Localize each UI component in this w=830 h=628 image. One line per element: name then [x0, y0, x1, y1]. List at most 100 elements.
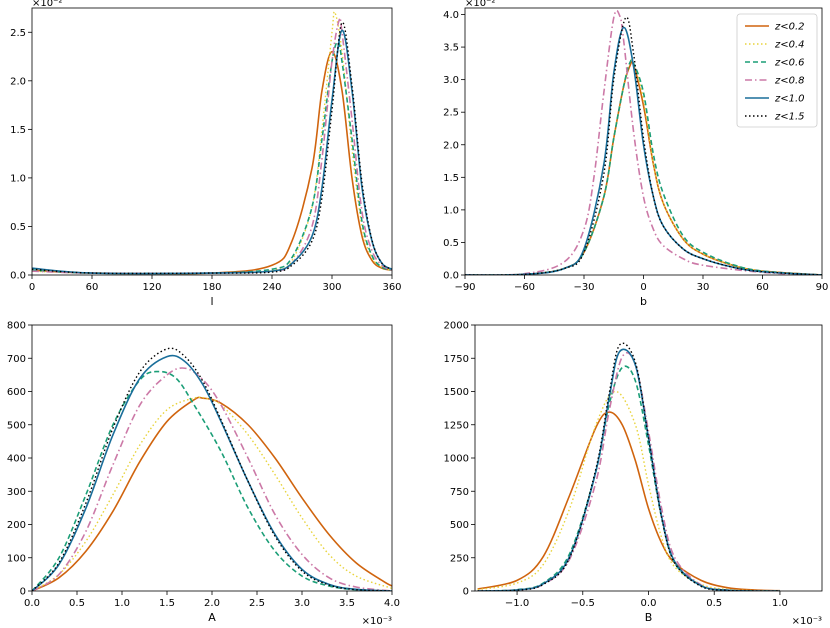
x-tick-label: 0.0: [24, 598, 40, 609]
x-tick-label: 0: [29, 282, 35, 293]
y-tick-label: 3.5: [443, 43, 459, 54]
legend-label: z<0.2: [774, 22, 805, 33]
y-tick-label: 600: [7, 387, 26, 398]
series-line-zlt0_6: [32, 41, 392, 275]
x-tick-label: −1.0: [505, 598, 529, 609]
y-tick-label: 3.0: [443, 75, 459, 86]
y-tick-label: 750: [450, 487, 469, 498]
y-tick-label: 800: [7, 321, 26, 332]
x-tick-label: 120: [142, 282, 161, 293]
x-tick-label: 60: [756, 282, 769, 293]
x-tick-label: 180: [202, 282, 221, 293]
series-group: [32, 11, 392, 275]
legend-label: z<1.0: [774, 94, 805, 105]
y-tick-label: 2000: [444, 321, 469, 332]
x-tick-label: −0.5: [571, 598, 595, 609]
x-axis-label: b: [640, 295, 647, 308]
legend-label: z<0.4: [774, 40, 805, 51]
y-offset-label: ×10⁻²: [465, 0, 495, 9]
x-axis-label: l: [210, 295, 213, 308]
y-tick-label: 0.5: [443, 238, 459, 249]
y-tick-label: 2.5: [443, 108, 459, 119]
panel-l: 0 60 120 180 240 300 360 0.0 0.5 1.0 1.5 2.0 2.5 l ×10…: [10, 0, 401, 308]
series-line-zlt0_6: [32, 370, 392, 591]
x-tick-label: 240: [262, 282, 281, 293]
series-line-zlt1_5: [32, 347, 392, 591]
y-tick-label: 0: [463, 587, 469, 598]
legend-label: z<1.5: [774, 112, 805, 123]
x-tick-label: 2.5: [249, 598, 265, 609]
y-tick-label: 700: [7, 354, 26, 365]
series-group: [32, 347, 392, 591]
series-line-zlt0_2: [32, 50, 392, 275]
y-tick-label: 500: [450, 520, 469, 531]
y-tick-label: 0.0: [443, 271, 459, 282]
y-tick-label: 1500: [444, 387, 469, 398]
series-line-zlt0_8: [32, 367, 392, 591]
y-tick-label: 2.0: [443, 140, 459, 151]
series-line-zlt0_8: [465, 9, 822, 275]
series-line-zlt1_0: [32, 354, 392, 591]
x-tick-label: 360: [382, 282, 401, 293]
legend-label: z<0.6: [774, 58, 805, 69]
legend-label: z<0.8: [774, 76, 805, 87]
x-tick-label: 1.5: [159, 598, 175, 609]
x-tick-label: 0.0: [641, 598, 657, 609]
series-line-zlt0_4: [32, 396, 392, 591]
x-offset-label: ×10⁻³: [792, 616, 822, 627]
x-tick-label: 2.0: [204, 598, 220, 609]
x-tick-label: 0.5: [706, 598, 722, 609]
y-tick-label: 100: [7, 553, 26, 564]
series-line-zlt0_2: [477, 411, 780, 591]
series-group: [465, 9, 822, 275]
panel-A: 0.0 0.5 1.0 1.5 2.0 2.5 3.0 3.5 4.0 0 100 200 300 400…: [7, 321, 400, 628]
series-line-zlt0_4: [477, 390, 780, 591]
y-tick-label: 0: [20, 587, 26, 598]
y-tick-label: 300: [7, 487, 26, 498]
panel-b: −90 −60 −30 0 30 60 90 0.0 0.5 1.0 1.5 2.0 2.5 3.0 3.5…: [443, 0, 828, 308]
y-tick-label: 1.0: [10, 173, 26, 184]
y-tick-label: 1.0: [443, 205, 459, 216]
y-tick-label: 1250: [444, 420, 469, 431]
y-tick-label: 0.5: [10, 222, 26, 233]
series-line-zlt1_0: [477, 348, 780, 591]
x-axis-label: B: [645, 611, 653, 624]
y-offset-label: ×10⁻²: [32, 0, 62, 9]
series-line-zlt0_8: [32, 17, 392, 275]
x-offset-label: ×10⁻³: [362, 616, 392, 627]
x-tick-label: −60: [514, 282, 535, 293]
panel-B: −1.0 −0.5 0.0 0.5 1.0 0 250 500 750 1000 1250 1500 1…: [444, 321, 823, 627]
x-tick-label: 3.0: [294, 598, 310, 609]
x-axis-label: A: [208, 611, 216, 624]
y-tick-label: 200: [7, 520, 26, 531]
x-tick-label: 1.0: [772, 598, 788, 609]
y-tick-label: 1750: [444, 354, 469, 365]
y-tick-label: 1.5: [10, 125, 26, 136]
x-tick-label: 1.0: [114, 598, 130, 609]
legend: z<0.2 z<0.4 z<0.6 z<0.8 z<1.0 z<1.5: [736, 13, 818, 128]
series-line-zlt0_8: [477, 351, 780, 591]
series-group: [477, 342, 780, 591]
axes-frame: [474, 324, 823, 592]
y-tick-label: 400: [7, 454, 26, 465]
y-tick-label: 500: [7, 420, 26, 431]
y-tick-label: 250: [450, 553, 469, 564]
series-line-zlt1_5: [465, 16, 822, 275]
x-tick-label: 300: [322, 282, 341, 293]
x-tick-label: 60: [86, 282, 99, 293]
x-tick-label: −30: [573, 282, 594, 293]
x-tick-label: 0: [640, 282, 646, 293]
x-tick-label: 3.5: [339, 598, 355, 609]
x-tick-label: 90: [816, 282, 829, 293]
y-tick-label: 0.0: [10, 271, 26, 282]
x-tick-label: −90: [454, 282, 475, 293]
x-tick-label: 4.0: [384, 598, 400, 609]
y-tick-label: 4.0: [443, 10, 459, 21]
series-line-zlt1_5: [32, 21, 392, 275]
y-tick-label: 2.0: [10, 76, 26, 87]
x-tick-label: 30: [697, 282, 710, 293]
y-tick-label: 2.5: [10, 28, 26, 39]
series-line-zlt0_6: [477, 365, 780, 591]
y-tick-label: 1.5: [443, 173, 459, 184]
